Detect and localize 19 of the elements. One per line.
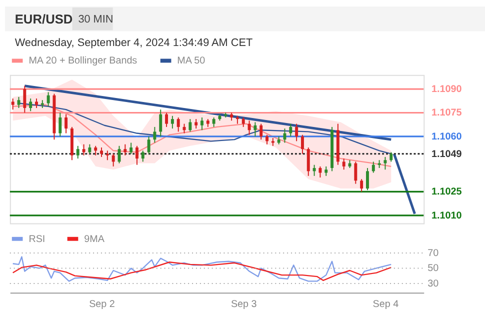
y-tick-label: 70	[428, 248, 440, 259]
chart-subtitle: Wednesday, September 4, 2024 1:34:49 AM CET	[14, 37, 253, 50]
x-tick-label: Sep 4	[372, 298, 400, 310]
y-tick-label: 1.1010	[432, 210, 462, 222]
y-tick-label: 1.1090	[432, 84, 462, 96]
legend-label: MA 20 + Bollinger Bands	[28, 56, 138, 67]
legend-label: RSI	[28, 234, 46, 245]
y-tick-label: 1.1025	[432, 186, 462, 198]
x-tick-label: Sep 3	[230, 298, 258, 310]
legend-label: MA 50	[177, 56, 206, 67]
y-tick-label: 1.1075	[432, 108, 462, 119]
legend-label: 9MA	[84, 234, 105, 245]
y-tick-label: 50	[428, 263, 440, 274]
y-tick-label: 1.1049	[432, 148, 462, 160]
x-tick-label: Sep 2	[89, 298, 115, 310]
y-tick-label: 30	[428, 278, 440, 290]
y-tick-label: 1.1060	[432, 131, 462, 142]
text: 30 MIN	[78, 13, 114, 26]
chart-title: EUR/USD	[14, 11, 73, 26]
